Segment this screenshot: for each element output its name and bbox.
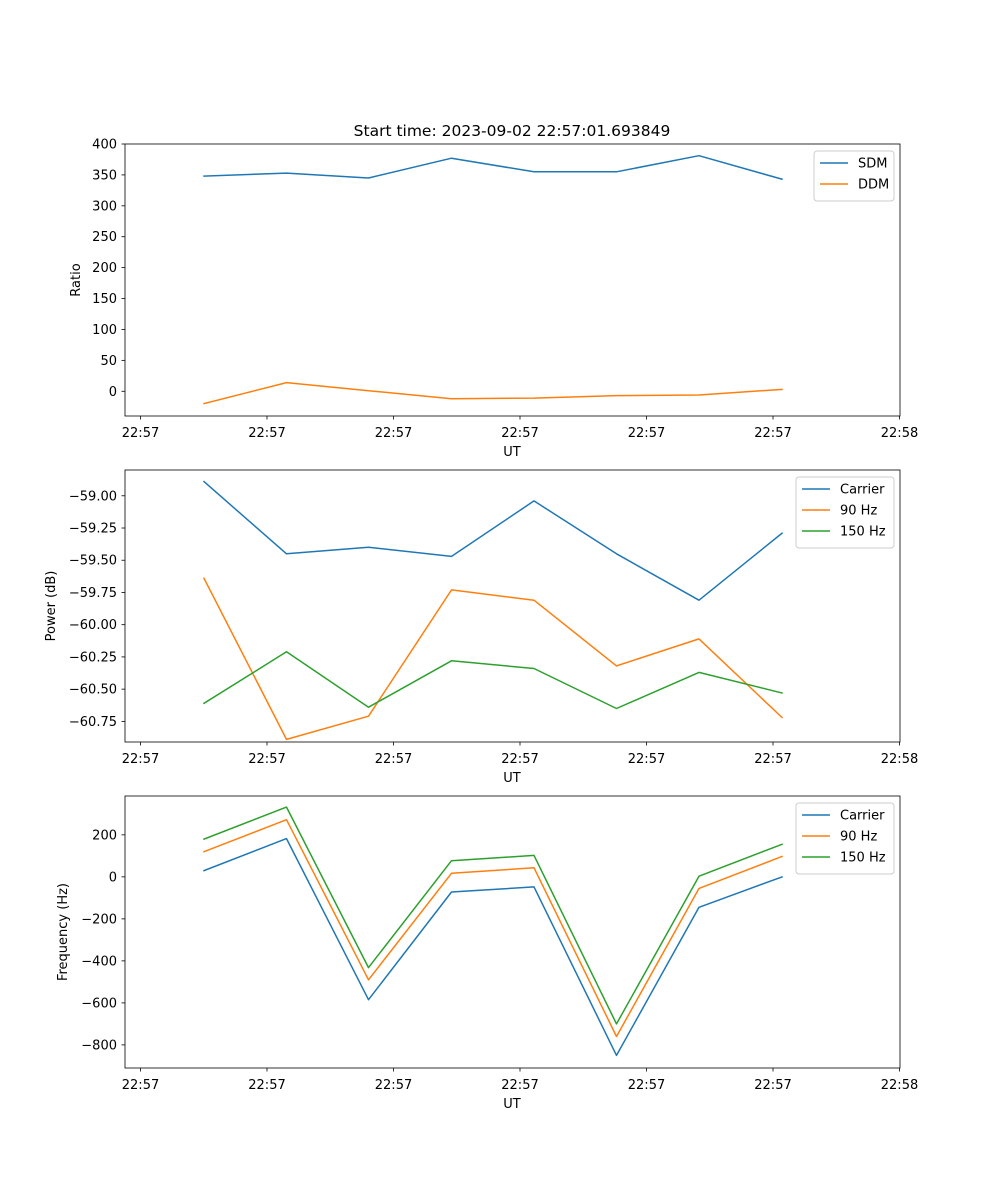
y-tick-label: −600 [81,996,117,1011]
x-tick-label: 22:57 [628,752,665,767]
x-tick-label: 22:57 [754,752,791,767]
subplot-3: 22:57 22:57 22:57 22:57 22:57 22:57 22:58 −800 −… [56,795,918,1112]
x-tick-label: 22:57 [375,752,412,767]
legend-label: DDM [858,178,889,193]
x-tick-label: 22:57 [375,426,412,441]
legend: Carrier 90 Hz 150 Hz [795,802,895,875]
y-tick-label: 0 [109,870,117,885]
legend: Carrier 90 Hz 150 Hz [795,476,895,549]
x-tick-label: 22:57 [375,1078,412,1093]
y-tick-label: 0 [109,385,117,400]
subplot-2: 22:57 22:57 22:57 22:57 22:57 22:57 22:58 −60.7… [44,469,918,786]
y-tick-label: 200 [92,828,117,843]
series-line-sdm [203,154,783,181]
series-line-150-hz [202,651,783,710]
legend: SDM DDM [813,150,895,202]
x-tick-label: 22:57 [501,426,538,441]
x-axis-label: UT [503,445,521,460]
y-tick-label: 250 [92,230,117,245]
legend-label: Carrier [840,809,885,824]
y-tick-label: −60.25 [69,650,117,665]
y-tick-label: −60.75 [69,715,117,730]
legend-label: 90 Hz [840,830,877,845]
y-tick-label: 200 [92,261,117,276]
x-tick-label: 22:58 [881,752,918,767]
y-tick-label: 150 [92,292,117,307]
axes-frame [124,795,901,1069]
x-tick-label: 22:57 [501,752,538,767]
y-tick-label: −800 [81,1038,117,1053]
x-tick-label: 22:57 [628,1078,665,1093]
series-line-90-hz [202,577,784,741]
axes-frame [124,469,901,743]
series-line-carrier [202,480,784,601]
y-tick-label: 300 [92,199,117,214]
y-tick-label: −59.00 [69,489,117,504]
x-tick-label: 22:57 [122,1078,159,1093]
y-tick-label: −59.25 [69,522,117,537]
y-axis-label: Power (dB) [44,571,59,642]
subplot-1: 22:57 22:57 22:57 22:57 22:57 22:57 22:58 0 50 10… [69,138,918,461]
x-tick-label: 22:58 [881,426,918,441]
legend-label: SDM [858,157,887,172]
x-tick-label: 22:57 [754,1078,791,1093]
x-tick-label: 22:57 [248,1078,285,1093]
x-axis-label: UT [503,771,521,786]
y-tick-label: −400 [81,954,117,969]
legend-label: 150 Hz [840,525,886,540]
y-tick-label: −59.50 [69,554,117,569]
x-tick-label: 22:57 [122,426,159,441]
legend-label: Carrier [840,483,885,498]
y-tick-label: −200 [81,912,117,927]
y-tick-label: −60.00 [69,618,117,633]
axes-frame [124,143,901,417]
x-tick-label: 22:57 [248,752,285,767]
series-line-ddm [203,381,783,405]
y-tick-label: −60.50 [69,683,117,698]
x-tick-label: 22:57 [754,426,791,441]
subplots: 22:57 22:57 22:57 22:57 22:57 22:57 22:58 0 50 10… [44,138,918,1113]
y-tick-label: 400 [92,138,117,153]
x-tick-label: 22:57 [628,426,665,441]
y-axis-label: Frequency (Hz) [56,883,71,981]
legend-label: 150 Hz [840,851,886,866]
series-line-150-hz [203,806,783,1025]
y-axis-label: Ratio [69,263,84,296]
y-tick-label: 100 [92,323,117,338]
y-tick-label: 50 [100,354,117,369]
x-tick-label: 22:57 [248,426,285,441]
y-tick-label: 350 [92,168,117,183]
x-tick-label: 22:57 [501,1078,538,1093]
x-axis-label: UT [503,1097,521,1112]
x-tick-label: 22:58 [881,1078,918,1093]
figure-title: Start time: 2023-09-02 22:57:01.693849 [354,122,671,140]
series-line-90-hz [203,818,783,1038]
series-line-carrier [203,837,783,1057]
y-tick-label: −59.75 [69,586,117,601]
legend-label: 90 Hz [840,504,877,519]
x-tick-label: 22:57 [122,752,159,767]
